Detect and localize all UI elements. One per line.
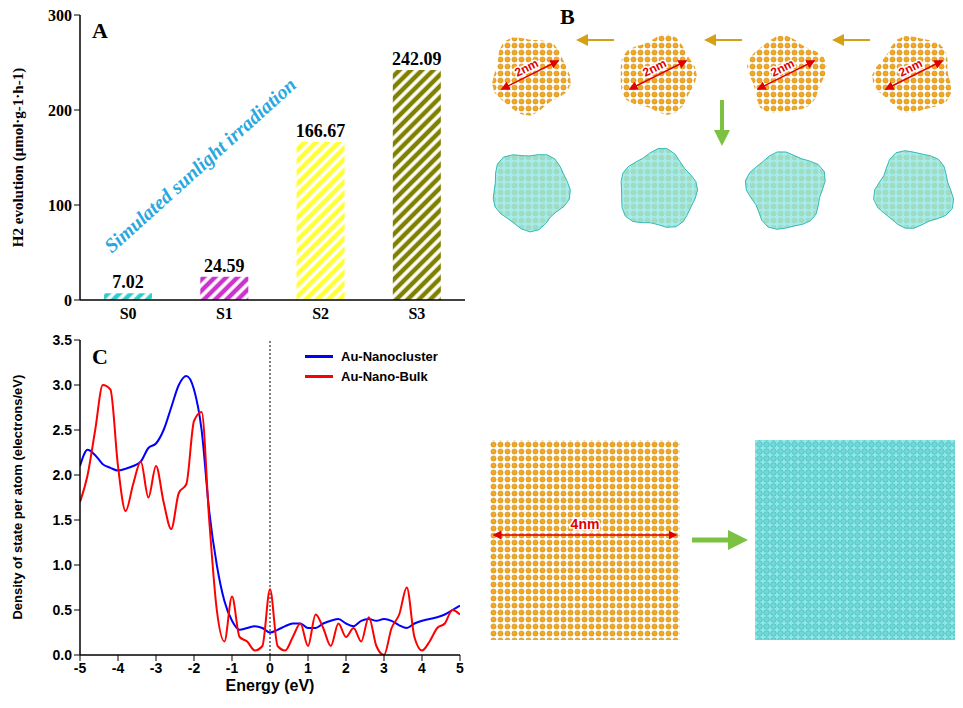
svg-text:-4: -4	[112, 660, 125, 676]
svg-text:2nm: 2nm	[512, 56, 540, 80]
svg-text:2nm: 2nm	[896, 56, 924, 80]
svg-text:7.02: 7.02	[112, 272, 144, 292]
svg-text:1.5: 1.5	[53, 512, 73, 528]
svg-text:S1: S1	[216, 305, 233, 322]
svg-text:-5: -5	[74, 660, 87, 676]
svg-text:4: 4	[418, 660, 426, 676]
svg-text:S3: S3	[408, 305, 425, 322]
html-text:Energy (eV): Energy (eV)	[225, 677, 315, 694]
svg-text:1.0: 1.0	[53, 557, 73, 573]
svg-text:300: 300	[48, 7, 72, 24]
svg-text:S2: S2	[312, 305, 329, 322]
svg-text:3: 3	[380, 660, 388, 676]
svg-text:200: 200	[48, 102, 72, 119]
svg-text:166.67: 166.67	[296, 121, 346, 141]
html-text:A: A	[92, 18, 108, 43]
svg-text:0: 0	[266, 660, 274, 676]
svg-text:3.5: 3.5	[53, 332, 73, 348]
html-text:H2 evolution (μmol·g-1·h-1): H2 evolution (μmol·g-1·h-1)	[9, 67, 26, 247]
svg-text:1: 1	[304, 660, 312, 676]
svg-text:2.5: 2.5	[53, 422, 73, 438]
svg-text:0.5: 0.5	[53, 602, 73, 618]
svg-text:2nm: 2nm	[640, 56, 668, 80]
svg-text:3.0: 3.0	[53, 377, 73, 393]
svg-text:2: 2	[342, 660, 350, 676]
svg-text:S0: S0	[120, 305, 137, 322]
svg-text:-2: -2	[188, 660, 201, 676]
svg-text:24.59: 24.59	[204, 256, 245, 276]
svg-text:-1: -1	[226, 660, 239, 676]
html-text:Density of state per atom (ele: Density of state per atom (electrons/eV)	[9, 374, 25, 620]
html-text:C: C	[92, 344, 108, 369]
svg-text:2nm: 2nm	[768, 56, 796, 80]
svg-text:100: 100	[48, 197, 72, 214]
svg-text:0: 0	[64, 292, 72, 309]
svg-text:B: B	[560, 4, 575, 29]
svg-text:4nm: 4nm	[571, 516, 600, 532]
svg-text:0.0: 0.0	[53, 647, 73, 663]
html-text:Simulated sunlight irradiation: Simulated sunlight irradiation	[99, 73, 301, 257]
svg-text:5: 5	[456, 660, 464, 676]
html-text:Au-Nano-Bulk: Au-Nano-Bulk	[341, 368, 428, 384]
html-text:Au-Nanocluster: Au-Nanocluster	[341, 348, 438, 364]
svg-text:242.09: 242.09	[392, 49, 442, 69]
svg-text:2.0: 2.0	[53, 467, 73, 483]
svg-text:-3: -3	[150, 660, 163, 676]
